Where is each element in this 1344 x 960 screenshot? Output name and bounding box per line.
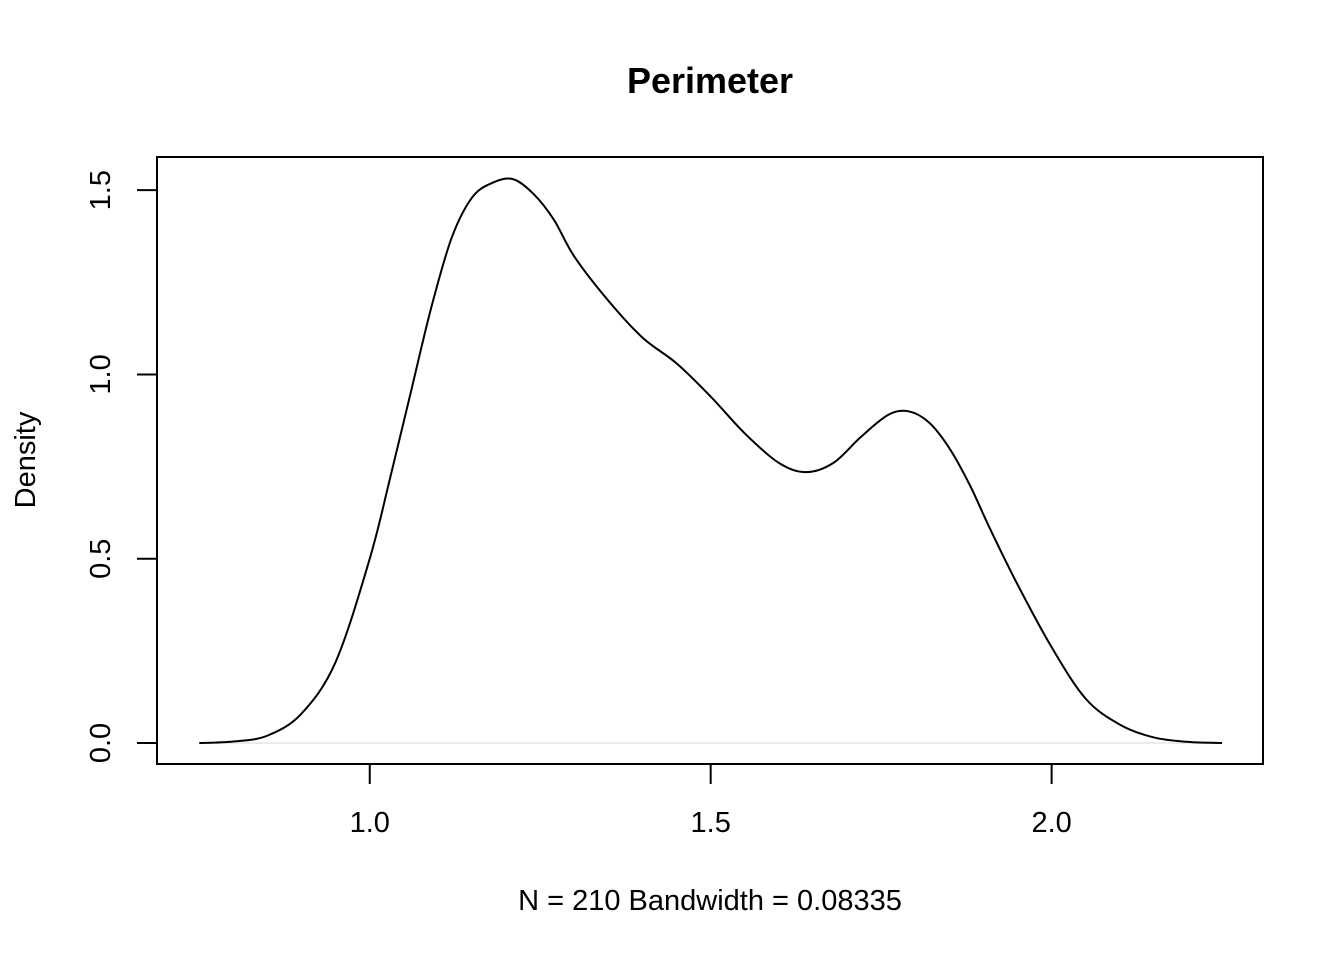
y-axis: 0.0 0.5 1.0 1.5 xyxy=(85,170,157,763)
y-tick-label: 0.5 xyxy=(85,539,117,579)
x-tick-label: 2.0 xyxy=(1031,807,1071,839)
y-tick-label: 1.0 xyxy=(85,354,117,394)
y-tick-label: 1.5 xyxy=(85,170,117,210)
y-tick-label: 0.0 xyxy=(85,723,117,763)
x-tick-label: 1.5 xyxy=(691,807,731,839)
plot-frame xyxy=(156,156,1264,765)
density-curve xyxy=(199,177,1223,744)
x-tick-label: 1.0 xyxy=(350,807,390,839)
x-axis: 1.0 1.5 2.0 xyxy=(350,764,1072,839)
y-axis-label: Density xyxy=(10,411,42,508)
chart-title: Perimeter xyxy=(627,60,793,101)
x-axis-label: N = 210 Bandwidth = 0.08335 xyxy=(518,885,902,917)
